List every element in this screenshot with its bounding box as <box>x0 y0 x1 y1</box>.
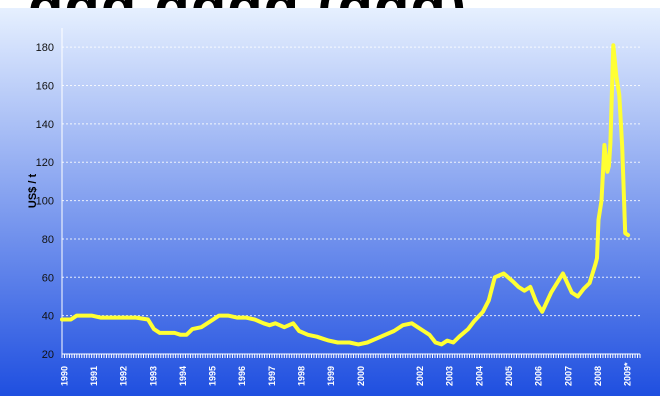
y-tick-label: 100 <box>36 196 54 208</box>
x-tick-label: 1993 <box>148 366 158 386</box>
plot-background <box>0 8 660 396</box>
x-tick-label: 1996 <box>237 366 247 386</box>
y-tick-label: 120 <box>36 157 54 169</box>
axes <box>61 28 641 358</box>
x-tick-label: 2005 <box>504 366 514 386</box>
y-tick-label: 80 <box>42 234 54 246</box>
x-tick-label: 2004 <box>474 366 484 386</box>
y-tick-label: 140 <box>36 119 54 131</box>
x-tick-label: 1990 <box>59 366 69 386</box>
y-axis-label: US$ / t <box>27 174 39 209</box>
y-tick-label: 180 <box>36 42 54 54</box>
x-tick-label: 1991 <box>89 366 99 386</box>
x-tick-label: 2008 <box>593 366 603 386</box>
x-tick-label: 2002 <box>415 366 425 386</box>
y-tick-label: 20 <box>42 349 54 361</box>
x-tick-label: 1995 <box>208 366 218 386</box>
x-tick-label: 2003 <box>445 366 455 386</box>
x-tick-label: 2000 <box>356 366 366 386</box>
x-tick-label: 1994 <box>178 366 188 386</box>
x-tick-label: 1999 <box>326 366 336 386</box>
y-tick-label: 40 <box>42 311 54 323</box>
x-tick-label: 2007 <box>563 366 573 386</box>
grid-lines <box>62 46 640 317</box>
x-tick-label: 2006 <box>534 366 544 386</box>
y-tick-label: 160 <box>36 81 54 93</box>
x-tick-label: 1998 <box>296 366 306 386</box>
x-tick-label: 1997 <box>267 366 277 386</box>
y-axis-tick-labels: 20 40 60 80 100 120 140 160 180 <box>36 42 54 361</box>
y-tick-label: 60 <box>42 272 54 284</box>
x-tick-label: 2009* <box>623 362 633 386</box>
series-line <box>60 43 631 347</box>
x-tick-label: 1992 <box>119 366 129 386</box>
x-axis-tick-labels: 1990 1991 1992 1993 1994 1995 1996 1997 1998 1999… <box>59 362 632 386</box>
